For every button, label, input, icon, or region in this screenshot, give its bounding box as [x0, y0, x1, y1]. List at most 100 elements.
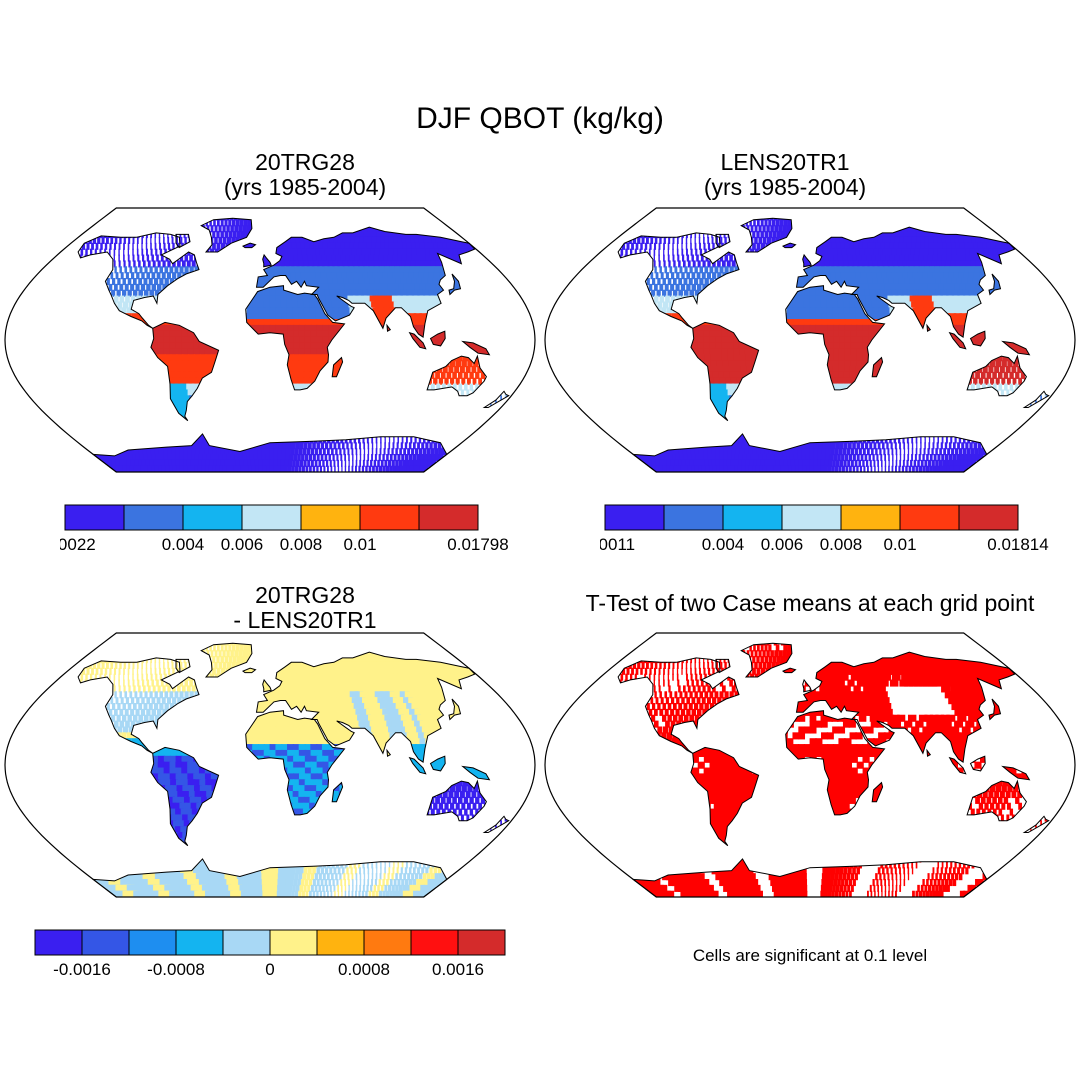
field-cell	[369, 266, 379, 274]
field-cell	[385, 278, 395, 286]
field-cell	[356, 272, 366, 280]
field-cell	[422, 289, 432, 297]
field-cell	[411, 448, 415, 456]
field-cell	[326, 448, 330, 456]
field-cell	[335, 289, 344, 297]
field-cell	[293, 336, 301, 344]
field-cell	[692, 260, 696, 268]
field-cell	[183, 395, 192, 403]
field-cell	[347, 448, 350, 456]
field-cell	[337, 236, 346, 244]
field-cell	[316, 442, 320, 450]
field-cell	[690, 236, 692, 244]
field-cell	[340, 454, 343, 462]
field-cell	[325, 295, 333, 303]
field-cell	[261, 448, 267, 456]
field-cell	[230, 465, 237, 472]
field-cell	[282, 242, 290, 250]
field-cell	[458, 383, 463, 391]
field-cell	[844, 242, 852, 250]
field-cell	[275, 289, 282, 297]
field-cell	[152, 295, 159, 303]
field-cell	[187, 336, 195, 344]
field-cell	[344, 242, 354, 250]
field-cell	[775, 219, 780, 227]
field-cell	[226, 236, 232, 244]
field-cell	[338, 248, 347, 256]
field-cell	[265, 442, 271, 450]
field-cell	[423, 459, 429, 467]
field-cell	[122, 301, 129, 309]
field-cell	[333, 313, 341, 321]
field-cell	[371, 260, 381, 268]
field-cell	[698, 236, 701, 244]
field-cell	[375, 448, 378, 456]
field-cell	[378, 254, 388, 262]
field-cell	[712, 260, 716, 268]
field-cell	[138, 260, 141, 268]
field-cell	[253, 448, 260, 456]
field-cell	[224, 459, 232, 467]
field-cell	[320, 301, 328, 309]
field-cell	[258, 295, 266, 303]
field-cell	[365, 248, 375, 256]
field-cell	[420, 459, 425, 467]
field-cell	[403, 448, 407, 456]
field-cell	[830, 236, 838, 244]
field-cell	[246, 454, 253, 462]
field-cell	[431, 454, 436, 462]
field-cell	[292, 371, 299, 379]
field-cell	[461, 377, 466, 385]
field-cell	[201, 442, 210, 450]
field-cell	[226, 454, 234, 462]
field-cell	[199, 348, 207, 356]
field-cell	[145, 236, 148, 244]
field-cell	[299, 336, 307, 344]
field-cell	[304, 336, 313, 344]
field-cell	[141, 248, 144, 256]
field-cell	[104, 242, 108, 250]
field-cell	[877, 236, 886, 244]
field-cell	[770, 218, 774, 221]
field-cell	[441, 383, 446, 391]
field-cell	[312, 254, 320, 262]
field-cell	[269, 307, 277, 315]
field-cell	[913, 254, 923, 262]
field-cell	[184, 236, 187, 244]
field-cell	[312, 465, 316, 472]
field-cell	[837, 248, 844, 256]
field-cell	[864, 236, 873, 244]
field-cell	[204, 348, 213, 356]
field-cell	[1004, 242, 1017, 250]
field-cell	[216, 219, 220, 227]
field-cell	[159, 266, 163, 274]
field-cell	[460, 389, 464, 397]
field-cell	[438, 448, 443, 456]
field-cell	[261, 454, 268, 462]
field-cell	[315, 248, 323, 256]
field-cell	[177, 272, 182, 280]
field-cell	[690, 248, 693, 256]
field-cell	[668, 260, 671, 268]
coastline-africa	[245, 285, 346, 391]
field-cell	[423, 272, 434, 280]
field-cell	[337, 442, 341, 450]
field-cell	[136, 248, 139, 256]
field-cell	[648, 248, 651, 256]
field-cell	[297, 295, 305, 303]
field-cell	[832, 248, 840, 256]
field-cell	[179, 377, 188, 385]
field-cell	[882, 236, 891, 244]
field-cell	[327, 278, 336, 286]
field-cell	[358, 465, 361, 472]
field-cell	[901, 248, 911, 256]
field-cell	[309, 307, 317, 315]
panel3-title: 20TRG28 - LENS20TR1	[70, 583, 540, 633]
field-cell	[157, 336, 165, 344]
field-cell	[197, 442, 206, 450]
panel3-title-line2: - LENS20TR1	[233, 607, 377, 633]
field-cell	[292, 377, 299, 385]
field-cell	[378, 454, 381, 462]
field-cell	[414, 319, 423, 327]
field-cell	[698, 231, 701, 239]
